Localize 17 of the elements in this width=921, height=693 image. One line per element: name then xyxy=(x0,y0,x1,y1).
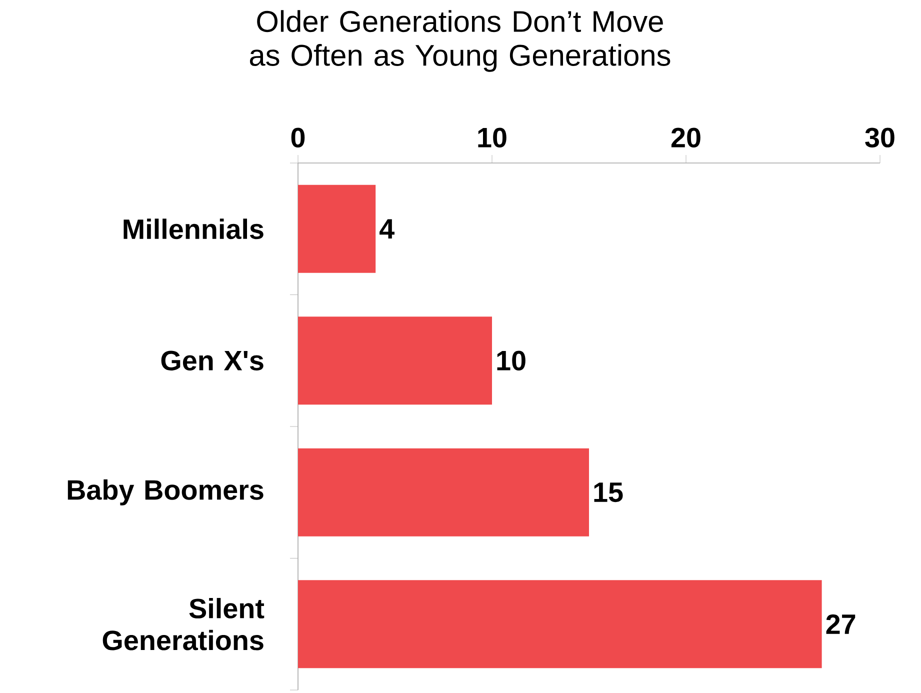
y-tick-label: Silent Generations xyxy=(102,598,264,650)
data-label: 10 xyxy=(497,350,526,370)
y-tick-label: Gen X's xyxy=(161,350,264,370)
data-label: 27 xyxy=(826,614,856,634)
x-tick-label: 0 xyxy=(291,128,305,148)
bar xyxy=(298,580,822,668)
x-tick-label: 30 xyxy=(865,128,894,148)
data-label: 15 xyxy=(594,482,623,502)
bar xyxy=(298,448,590,536)
x-tick-label: 10 xyxy=(478,128,506,148)
bar xyxy=(298,184,376,273)
bar xyxy=(298,316,492,405)
x-tick-label: 20 xyxy=(671,128,700,148)
y-tick-label: Baby Boomers xyxy=(68,479,264,506)
data-label: 4 xyxy=(380,219,394,238)
chart-title: Older Generations Don’t Move as Often as Young Generations xyxy=(250,10,670,72)
y-tick-label: Millennials xyxy=(124,218,264,240)
